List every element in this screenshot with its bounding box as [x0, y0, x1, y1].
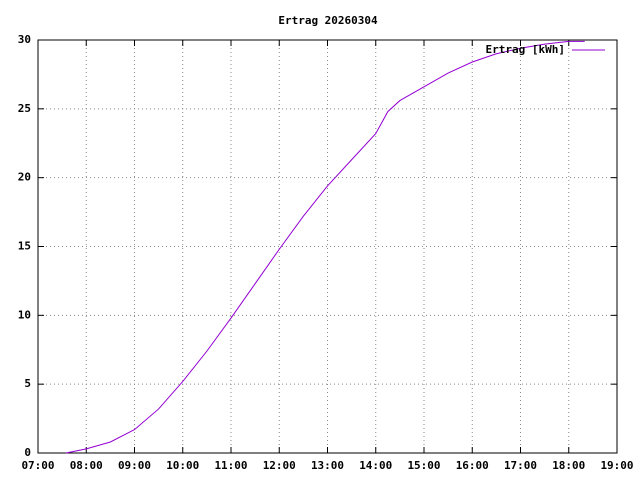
plot-border: [37, 39, 618, 454]
chart-title: Ertrag 20260304: [278, 14, 378, 27]
y-tick-label: 25: [18, 102, 31, 115]
y-tick-label: 5: [24, 377, 31, 390]
y-tick-label: 20: [18, 171, 31, 184]
x-tick-label: 19:00: [600, 459, 633, 472]
x-tick-label: 12:00: [263, 459, 296, 472]
x-tick-label: 07:00: [21, 459, 54, 472]
y-tick-label: 0: [24, 446, 31, 459]
x-tick-label: 08:00: [70, 459, 103, 472]
x-tick-label: 10:00: [166, 459, 199, 472]
data-line: [65, 40, 585, 454]
legend-label: Ertrag [kWh]: [486, 43, 565, 56]
x-tick-label: 09:00: [118, 459, 151, 472]
y-tick-label: 15: [18, 240, 31, 253]
x-tick-label: 18:00: [552, 459, 585, 472]
y-tick-label: 10: [18, 308, 31, 321]
x-tick-label: 14:00: [359, 459, 392, 472]
y-tick-label: 30: [18, 33, 31, 46]
x-tick-label: 16:00: [456, 459, 489, 472]
x-tick-label: 13:00: [311, 459, 344, 472]
x-tick-label: 17:00: [504, 459, 537, 472]
x-tick-label: 11:00: [214, 459, 247, 472]
x-tick-label: 15:00: [407, 459, 440, 472]
